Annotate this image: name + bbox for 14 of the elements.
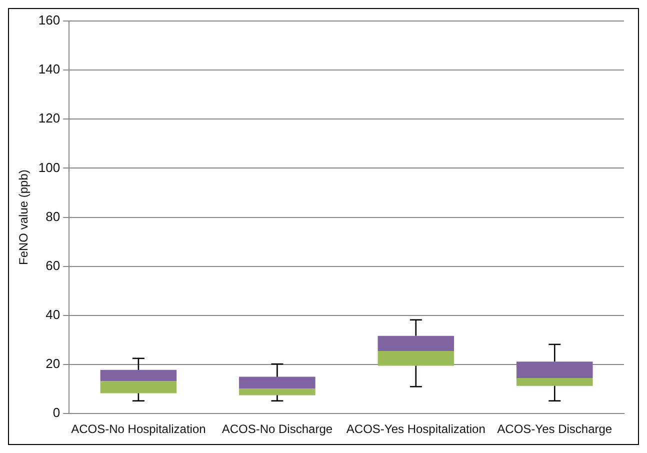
y-tick-label: 140 <box>38 62 60 77</box>
y-tick-label: 20 <box>46 356 60 372</box>
y-tick-label: 120 <box>38 110 60 126</box>
y-tick-label: 80 <box>46 208 60 224</box>
y-tick-label: 40 <box>46 307 60 322</box>
y-tick-label: 100 <box>38 160 60 175</box>
y-axis-title: FeNO value (ppb) <box>16 170 31 265</box>
y-tick-label: 60 <box>46 258 60 273</box>
x-tick-label: ACOS-No Discharge <box>222 422 333 436</box>
x-tick-label: ACOS-Yes Discharge <box>497 422 612 436</box>
x-tick-label: ACOS-No Hospitalization <box>71 422 206 436</box>
y-tick-label: 0 <box>52 405 60 420</box>
y-tick-label: 160 <box>38 12 60 28</box>
x-tick-label: ACOS-Yes Hospitalization <box>346 422 486 436</box>
